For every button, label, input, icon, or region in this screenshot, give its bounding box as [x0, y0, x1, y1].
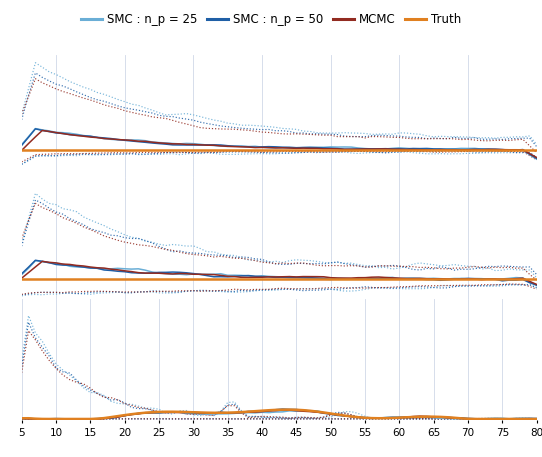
- Legend: SMC : n_p = 25, SMC : n_p = 50, MCMC, Truth: SMC : n_p = 25, SMC : n_p = 50, MCMC, Tr…: [76, 8, 466, 31]
